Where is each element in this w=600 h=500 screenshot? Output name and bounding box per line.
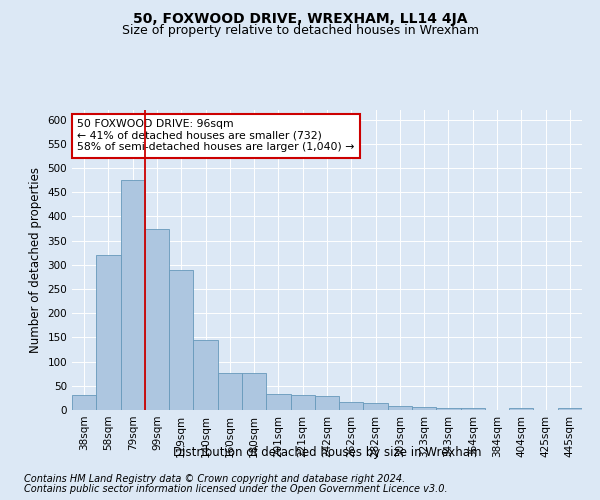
Text: Size of property relative to detached houses in Wrexham: Size of property relative to detached ho… — [121, 24, 479, 37]
Bar — [218, 372, 242, 410]
Bar — [96, 255, 121, 410]
Bar — [339, 402, 364, 410]
Bar — [266, 394, 290, 410]
Text: Contains HM Land Registry data © Crown copyright and database right 2024.: Contains HM Land Registry data © Crown c… — [24, 474, 405, 484]
Text: 50, FOXWOOD DRIVE, WREXHAM, LL14 4JA: 50, FOXWOOD DRIVE, WREXHAM, LL14 4JA — [133, 12, 467, 26]
Text: Contains public sector information licensed under the Open Government Licence v3: Contains public sector information licen… — [24, 484, 448, 494]
Bar — [461, 408, 485, 410]
Bar — [436, 408, 461, 410]
Bar — [364, 402, 388, 410]
Bar — [412, 407, 436, 410]
Bar — [72, 396, 96, 410]
Bar — [193, 340, 218, 410]
Bar — [169, 270, 193, 410]
Bar — [242, 372, 266, 410]
Text: 50 FOXWOOD DRIVE: 96sqm
← 41% of detached houses are smaller (732)
58% of semi-d: 50 FOXWOOD DRIVE: 96sqm ← 41% of detache… — [77, 119, 355, 152]
Bar — [509, 408, 533, 410]
Y-axis label: Number of detached properties: Number of detached properties — [29, 167, 42, 353]
Bar — [388, 406, 412, 410]
Bar — [558, 408, 582, 410]
Bar — [315, 396, 339, 410]
Bar — [121, 180, 145, 410]
Text: Distribution of detached houses by size in Wrexham: Distribution of detached houses by size … — [173, 446, 481, 459]
Bar — [145, 228, 169, 410]
Bar — [290, 396, 315, 410]
